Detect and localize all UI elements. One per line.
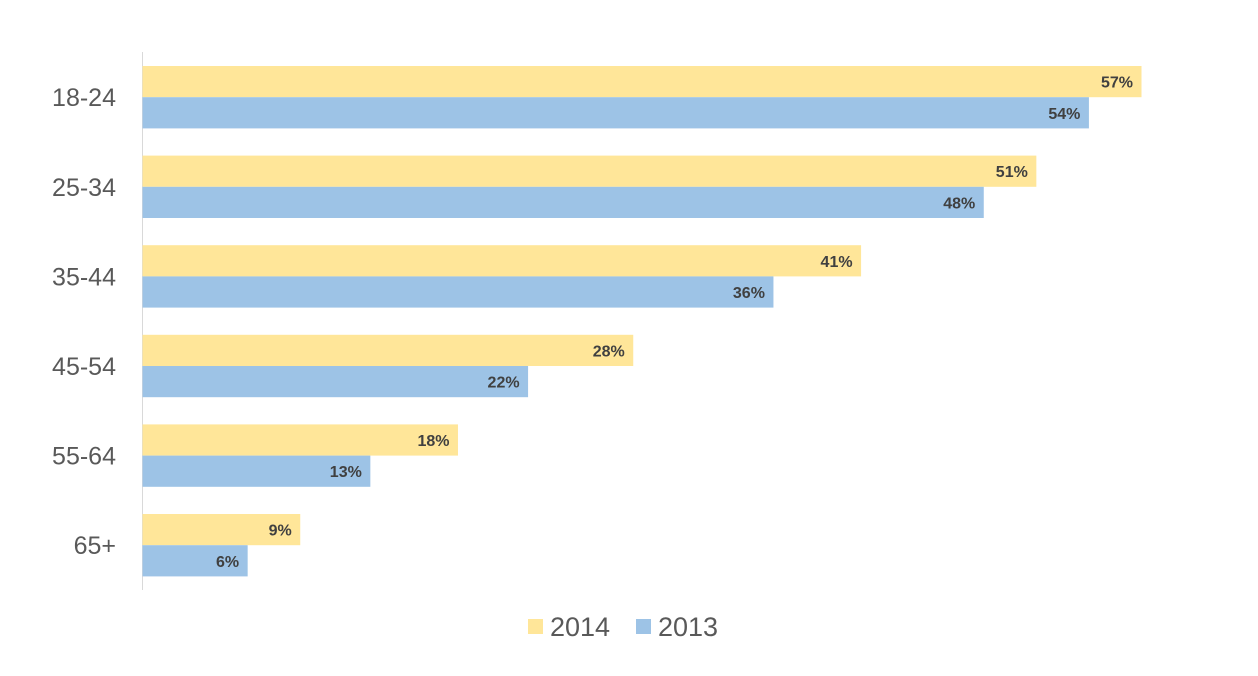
data-label: 41% <box>821 254 853 271</box>
data-label: 13% <box>330 464 362 481</box>
data-label: 28% <box>593 343 625 360</box>
category-label: 25-34 <box>52 174 116 202</box>
bar-2014-65+ <box>142 514 301 546</box>
legend-label: 2013 <box>658 612 718 642</box>
bar-2014-45-54 <box>142 334 634 366</box>
bar-2014-18-24 <box>142 66 1142 98</box>
data-label: 36% <box>733 285 765 302</box>
bar-2013-35-44 <box>142 276 774 308</box>
bar-2013-65+ <box>142 545 248 577</box>
legend-swatch-2014 <box>528 619 543 634</box>
category-label: 65+ <box>74 532 116 560</box>
category-label: 55-64 <box>52 443 116 471</box>
data-label: 18% <box>417 433 449 450</box>
legend: 2014 2013 <box>528 612 718 642</box>
category-label: 35-44 <box>52 263 116 291</box>
legend-swatch-2013 <box>636 619 651 634</box>
bar-2014-25-34 <box>142 155 1037 187</box>
bar-2013-55-64 <box>142 455 371 487</box>
data-label: 48% <box>943 195 975 212</box>
category-label: 18-24 <box>52 84 116 112</box>
bar-2013-45-54 <box>142 366 529 398</box>
data-label: 51% <box>996 164 1028 181</box>
data-label: 54% <box>1048 106 1080 123</box>
data-label: 9% <box>269 523 292 540</box>
bar-2013-18-24 <box>142 97 1089 129</box>
data-label: 22% <box>488 375 520 392</box>
category-label: 45-54 <box>52 353 116 381</box>
bar-2014-55-64 <box>142 424 458 456</box>
legend-label: 2014 <box>550 612 610 642</box>
data-label: 57% <box>1101 75 1133 92</box>
bar-2014-35-44 <box>142 245 862 277</box>
bar-2013-25-34 <box>142 186 984 218</box>
data-label: 6% <box>216 554 239 571</box>
